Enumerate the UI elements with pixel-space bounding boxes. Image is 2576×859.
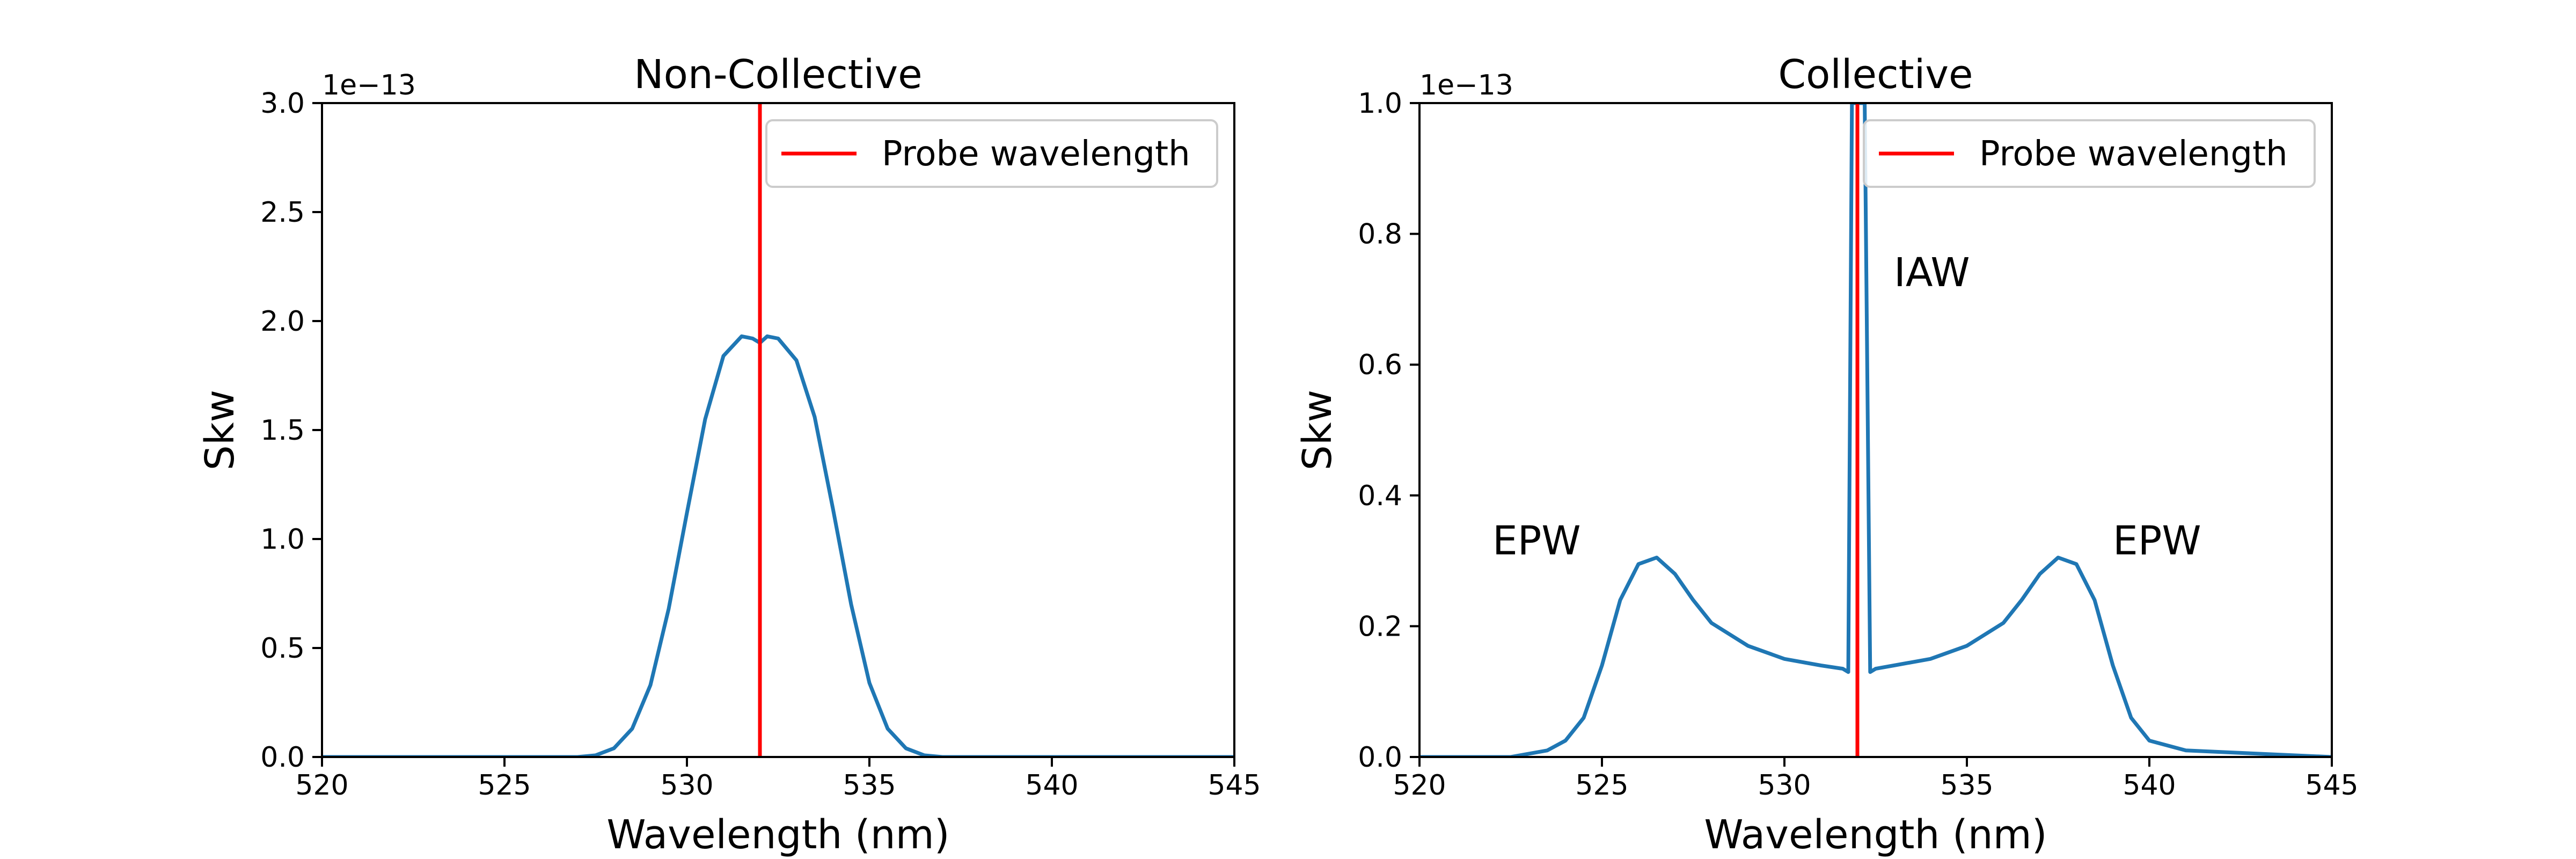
y-tick-label: 0.4 (1358, 480, 1402, 512)
series-line-1 (322, 334, 1234, 757)
y-tick-label: 0.5 (260, 632, 305, 665)
x-tick-label: 520 (1393, 769, 1446, 802)
axes-frame (1418, 102, 2333, 758)
y-scale-label: 1e−13 (322, 69, 416, 101)
y-scale-label: 1e−13 (1419, 69, 1513, 101)
x-tick-label: 540 (2123, 769, 2176, 802)
y-tick-label: 2.5 (260, 196, 305, 229)
y-tick-label: 0.0 (1358, 741, 1402, 774)
y-tick-label: 2.0 (260, 305, 305, 338)
x-tick-label: 540 (1025, 769, 1078, 802)
y-tick-label: 0.0 (260, 741, 305, 774)
x-tick-label: 520 (295, 769, 348, 802)
x-tick-label: 545 (1208, 769, 1261, 802)
y-tick-label: 1.0 (260, 523, 305, 556)
annotation-iaw: IAW (1894, 250, 1970, 296)
legend-label: Probe wavelength (882, 134, 1190, 174)
x-tick-label: 535 (1940, 769, 1993, 802)
x-tick-label: 535 (843, 769, 896, 802)
y-tick-label: 0.2 (1358, 610, 1402, 643)
y-axis-label: Skw (1294, 390, 1341, 470)
x-axis-label: Wavelength (nm) (606, 812, 949, 858)
x-tick-label: 525 (478, 769, 531, 802)
legend-box (1863, 119, 2316, 188)
chart-title: Non-Collective (634, 52, 922, 98)
legend: Probe wavelength (1863, 119, 2316, 188)
legend-label: Probe wavelength (1979, 134, 2288, 174)
legend-box (765, 119, 1218, 188)
y-tick-label: 0.6 (1358, 349, 1402, 381)
legend: Probe wavelength (765, 119, 1218, 188)
series-line-1 (1419, 103, 2332, 757)
axes-frame (321, 102, 1235, 758)
y-tick-label: 1.5 (260, 414, 305, 447)
y-tick-label: 3.0 (260, 88, 305, 120)
y-tick-label: 0.8 (1358, 219, 1402, 251)
chart-title: Collective (1778, 52, 1973, 98)
y-tick-label: 1.0 (1358, 88, 1402, 120)
x-axis-label: Wavelength (nm) (1704, 812, 2047, 858)
x-tick-label: 545 (2305, 769, 2358, 802)
chart-panel-1: 520 525 530 535 540 545 0.0 0.5 1.0 1.5 2.0 2.5 3.0 1… (197, 52, 1261, 858)
annotation-epw: EPW (2113, 518, 2201, 564)
annotation-epw: EPW (1492, 518, 1581, 564)
x-tick-label: 530 (660, 769, 713, 802)
x-tick-label: 525 (1575, 769, 1628, 802)
y-axis-label: Skw (197, 390, 243, 470)
x-tick-label: 530 (1758, 769, 1811, 802)
chart-panel-2: 520 525 530 535 540 545 0.0 0.2 0.4 0.6 0.8 1.0 1e−1… (1294, 52, 2359, 858)
